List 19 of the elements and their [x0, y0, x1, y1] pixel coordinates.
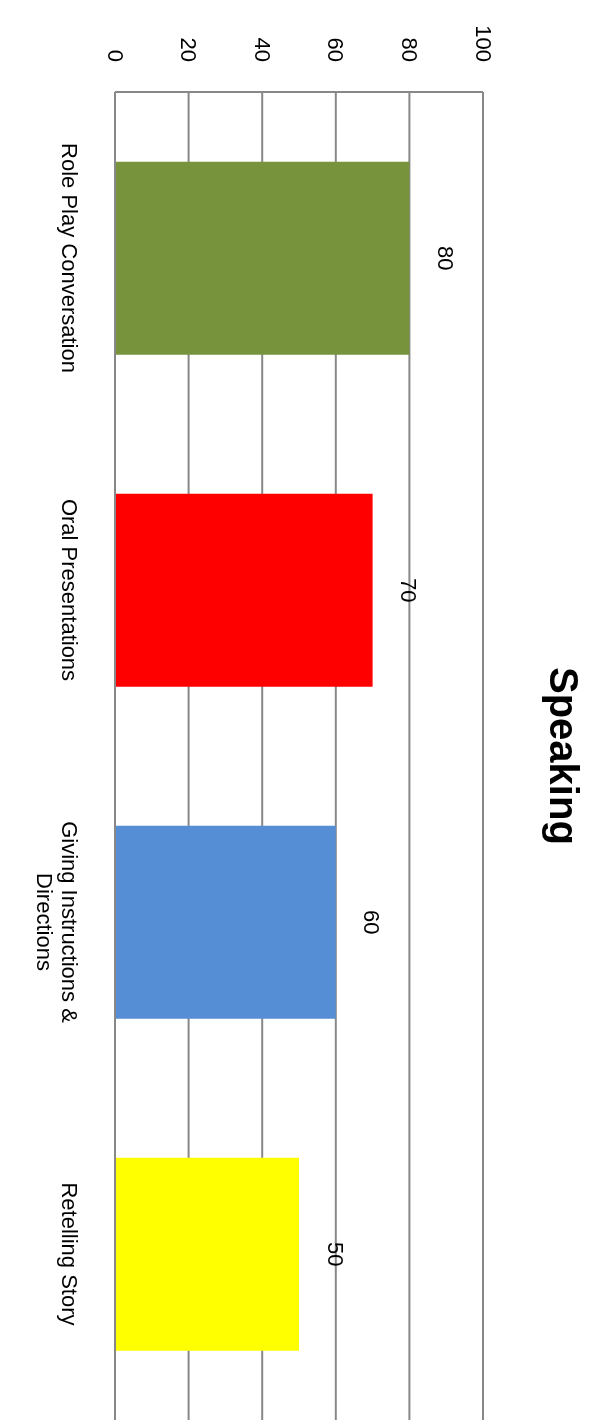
- text: Speaking: [541, 666, 586, 847]
- y-tick-label: Role Play Conversation: [57, 143, 83, 373]
- bar: [115, 825, 336, 1019]
- y-tick-label: Retelling Story: [57, 1182, 83, 1326]
- x-tick-label: 0: [102, 49, 128, 62]
- x-tick-label: 20: [176, 37, 202, 62]
- data-label: 80: [432, 245, 458, 271]
- data-label: 60: [359, 909, 385, 935]
- x-tick-label: 40: [249, 37, 275, 62]
- bar: [115, 1157, 299, 1351]
- x-tick-label: 60: [323, 37, 349, 62]
- bar: [115, 493, 373, 687]
- data-label: 50: [322, 1241, 348, 1267]
- bar: [115, 161, 410, 355]
- data-label: 70: [396, 577, 422, 603]
- y-tick-label: Oral Presentations: [57, 498, 83, 682]
- y-tick-label: Giving Instructions & Directions: [32, 821, 83, 1024]
- x-tick-label: 80: [396, 37, 422, 62]
- x-tick-label: 100: [470, 25, 496, 62]
